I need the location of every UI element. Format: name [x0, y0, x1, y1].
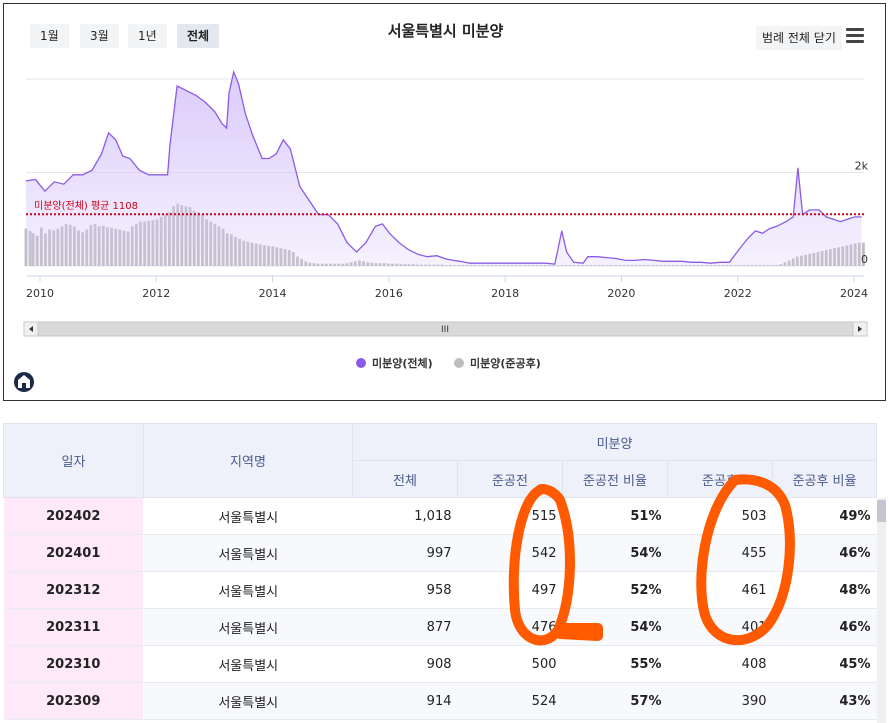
- cell-total: 914: [352, 682, 458, 720]
- cell-date: 202402: [3, 497, 144, 535]
- data-table: 일자 지역명 미분양 전체 준공전 준공전 비율 준공후 준공후 비율 2024…: [3, 423, 878, 720]
- cell-after-ratio: 48%: [772, 571, 877, 609]
- cell-date: 202312: [3, 571, 144, 609]
- cell-date: 202309: [3, 682, 144, 720]
- chart-canvas: 미분양(전체) 평균 1108 2010 2012 2014 2016 2018 2020…: [14, 69, 869, 392]
- header-before-ratio[interactable]: 준공전 비율: [562, 460, 668, 498]
- total-area: [25, 69, 862, 266]
- table-row[interactable]: 202311 서울특별시 877 476 54% 401 46%: [3, 608, 877, 646]
- cell-total: 908: [352, 645, 458, 683]
- cell-before-ratio: 54%: [562, 534, 668, 572]
- arrow-left-icon: [29, 326, 33, 332]
- cell-region: 서울특별시: [143, 534, 353, 572]
- cell-after-ratio: 45%: [772, 645, 877, 683]
- header-after[interactable]: 준공후: [667, 460, 773, 498]
- x-tick-label-2016: 2016: [375, 287, 403, 300]
- x-tick-label-2018: 2018: [491, 287, 519, 300]
- range-button-1m[interactable]: 1월: [30, 24, 69, 48]
- cell-before-ratio: 57%: [562, 682, 668, 720]
- cell-date: 202310: [3, 645, 144, 683]
- cell-region: 서울특별시: [143, 571, 353, 609]
- header-region[interactable]: 지역명: [143, 423, 353, 498]
- cell-before-ratio: 54%: [562, 608, 668, 646]
- table-row[interactable]: 202309 서울특별시 914 524 57% 390 43%: [3, 682, 877, 720]
- header-date[interactable]: 일자: [3, 423, 144, 498]
- x-axis-ticks: 2010 2012 2014 2016 2018 2020 2022 2024: [26, 276, 868, 300]
- legend-marker[interactable]: [454, 358, 464, 368]
- table-body: 202402 서울특별시 1,018 515 51% 503 49% 202401 서울특별시 9…: [3, 497, 877, 720]
- range-button-1y[interactable]: 1년: [128, 24, 167, 48]
- cell-after: 455: [667, 534, 773, 572]
- cell-total: 997: [352, 534, 458, 572]
- cell-before-ratio: 55%: [562, 645, 668, 683]
- average-line: 미분양(전체) 평균 1108: [26, 200, 864, 216]
- x-tick-label-2024: 2024: [840, 287, 868, 300]
- cell-before: 500: [457, 645, 563, 683]
- legend-item-1[interactable]: 미분양(준공후): [470, 356, 541, 370]
- table-row[interactable]: 202401 서울특별시 997 542 54% 455 46%: [3, 534, 877, 572]
- x-tick-label-2014: 2014: [259, 287, 287, 300]
- chart-title: 서울특별시 미분양: [387, 22, 504, 40]
- y-axis-ticks: 0 2k: [855, 160, 869, 267]
- x-tick-label-2010: 2010: [26, 287, 54, 300]
- cell-after-ratio: 46%: [772, 534, 877, 572]
- legend-marker[interactable]: [356, 358, 366, 368]
- y-tick-label: 2k: [855, 160, 869, 173]
- completed-bar: [862, 242, 865, 266]
- total-line: [25, 69, 862, 265]
- range-button-all[interactable]: 전체: [177, 24, 220, 48]
- table-scrollbar[interactable]: [877, 498, 886, 723]
- range-button-3m[interactable]: 3월: [80, 24, 119, 48]
- table-row[interactable]: 202310 서울특별시 908 500 55% 408 45%: [3, 645, 877, 683]
- x-tick-label-2012: 2012: [142, 287, 170, 300]
- legend-item-0[interactable]: 미분양(전체): [372, 356, 433, 370]
- navigator-grip: III: [441, 325, 449, 335]
- cell-before-ratio: 52%: [562, 571, 668, 609]
- header-total[interactable]: 전체: [352, 460, 458, 498]
- cell-before-ratio: 51%: [562, 497, 668, 535]
- data-table-panel: 일자 지역명 미분양 전체 준공전 준공전 비율 준공후 준공후 비율 2024…: [3, 423, 886, 723]
- table-row[interactable]: 202312 서울특별시 958 497 52% 461 48%: [3, 571, 877, 609]
- cell-after: 401: [667, 608, 773, 646]
- cell-date: 202401: [3, 534, 144, 572]
- cell-after-ratio: 43%: [772, 682, 877, 720]
- x-tick-label-2022: 2022: [724, 287, 752, 300]
- cell-after-ratio: 46%: [772, 608, 877, 646]
- cell-date: 202311: [3, 608, 144, 646]
- x-tick-label-2020: 2020: [607, 287, 635, 300]
- cell-after: 461: [667, 571, 773, 609]
- cell-after-ratio: 49%: [772, 497, 877, 535]
- cell-total: 877: [352, 608, 458, 646]
- table-scroll-thumb[interactable]: [877, 500, 886, 522]
- cell-after: 408: [667, 645, 773, 683]
- cell-before: 497: [457, 571, 563, 609]
- header-before[interactable]: 준공전: [457, 460, 563, 498]
- y-tick-label: 0: [861, 253, 868, 266]
- hamburger-menu-icon[interactable]: [846, 28, 864, 44]
- chart-panel: 미분양(전체) 평균 1108 2010 2012 2014 2016 2018 2020…: [3, 3, 886, 401]
- cell-total: 1,018: [352, 497, 458, 535]
- arrow-right-icon: [858, 326, 862, 332]
- brand-logo-icon[interactable]: [14, 372, 34, 392]
- cell-before: 515: [457, 497, 563, 535]
- legend: 미분양(전체) 미분양(준공후): [356, 356, 541, 370]
- cell-after: 390: [667, 682, 773, 720]
- average-label: 미분양(전체) 평균 1108: [34, 200, 138, 212]
- cell-before: 542: [457, 534, 563, 572]
- cell-before: 524: [457, 682, 563, 720]
- cell-total: 958: [352, 571, 458, 609]
- header-after-ratio[interactable]: 준공후 비율: [771, 460, 878, 498]
- cell-after: 503: [667, 497, 773, 535]
- header-group-unsold: 미분양: [351, 423, 878, 461]
- legend-close-all-button[interactable]: 범례 전체 닫기: [756, 26, 842, 50]
- table-row[interactable]: 202402 서울특별시 1,018 515 51% 503 49%: [3, 497, 877, 535]
- cell-before: 476: [457, 608, 563, 646]
- cell-region: 서울특별시: [143, 497, 353, 535]
- cell-region: 서울특별시: [143, 682, 353, 720]
- cell-region: 서울특별시: [143, 645, 353, 683]
- total-area-fill: [26, 72, 862, 266]
- cell-region: 서울특별시: [143, 608, 353, 646]
